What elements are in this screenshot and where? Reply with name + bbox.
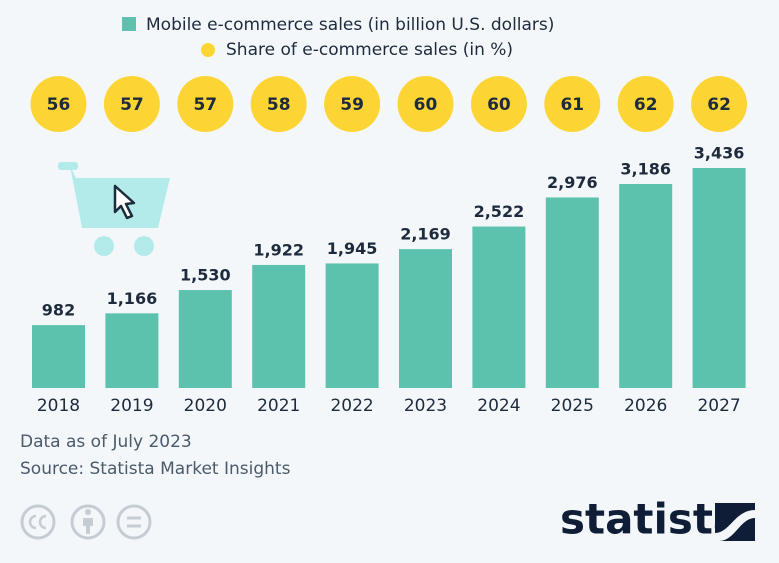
legend-swatch <box>201 43 215 57</box>
brand: statista <box>560 495 741 544</box>
share-label: 62 <box>707 95 731 115</box>
bar <box>545 197 599 388</box>
share-marker <box>30 76 87 132</box>
share-label: 57 <box>193 95 217 115</box>
share-marker <box>397 76 454 132</box>
share-label: 56 <box>47 95 71 115</box>
x-tick-label: 2022 <box>330 396 373 416</box>
x-tick-label: 2027 <box>697 396 740 416</box>
brand-icon <box>715 503 755 541</box>
bar <box>619 184 673 388</box>
value-label: 2,522 <box>474 202 525 221</box>
share-marker <box>103 76 160 132</box>
x-tick-label: 2020 <box>184 396 227 416</box>
share-marker <box>617 76 674 132</box>
share-marker <box>250 76 307 132</box>
note: Data as of July 2023 <box>20 432 192 452</box>
share-label: 58 <box>267 95 291 115</box>
x-tick-label: 2021 <box>257 396 300 416</box>
share-marker <box>691 76 748 132</box>
share-label: 61 <box>560 95 584 115</box>
share-marker <box>324 76 381 132</box>
value-label: 1,945 <box>327 239 378 258</box>
share-marker <box>470 76 527 132</box>
note: Source: Statista Market Insights <box>20 459 291 479</box>
value-label: 2,976 <box>547 173 598 192</box>
legend-label: Share of e-commerce sales (in %) <box>226 40 513 60</box>
x-tick-label: 2018 <box>37 396 80 416</box>
bar <box>105 313 159 388</box>
value-label: 1,166 <box>107 289 158 308</box>
x-tick-label: 2019 <box>110 396 153 416</box>
x-tick-label: 2024 <box>477 396 520 416</box>
value-label: 1,530 <box>180 266 231 285</box>
x-tick-label: 2023 <box>404 396 447 416</box>
share-label: 60 <box>414 95 438 115</box>
x-tick-label: 2025 <box>551 396 594 416</box>
share-label: 59 <box>340 95 364 115</box>
bar <box>399 249 452 388</box>
value-label: 2,169 <box>400 225 451 244</box>
license-icons <box>20 504 152 540</box>
share-marker <box>544 76 601 132</box>
share-label: 60 <box>487 95 511 115</box>
value-label: 3,186 <box>620 160 671 179</box>
value-label: 3,436 <box>694 144 745 163</box>
bar <box>692 168 746 388</box>
legend-swatch <box>122 17 136 31</box>
legend-label: Mobile e-commerce sales (in billion U.S.… <box>146 15 554 35</box>
bar <box>325 263 379 388</box>
share-label: 57 <box>120 95 144 115</box>
share-marker <box>177 76 234 132</box>
bar <box>472 226 526 388</box>
cart-illustration <box>58 162 170 256</box>
x-tick-label: 2026 <box>624 396 667 416</box>
bar <box>252 264 306 388</box>
value-label: 1,922 <box>253 240 304 259</box>
bar <box>178 290 232 388</box>
bar <box>32 325 85 388</box>
value-label: 982 <box>42 301 75 320</box>
share-label: 62 <box>634 95 658 115</box>
